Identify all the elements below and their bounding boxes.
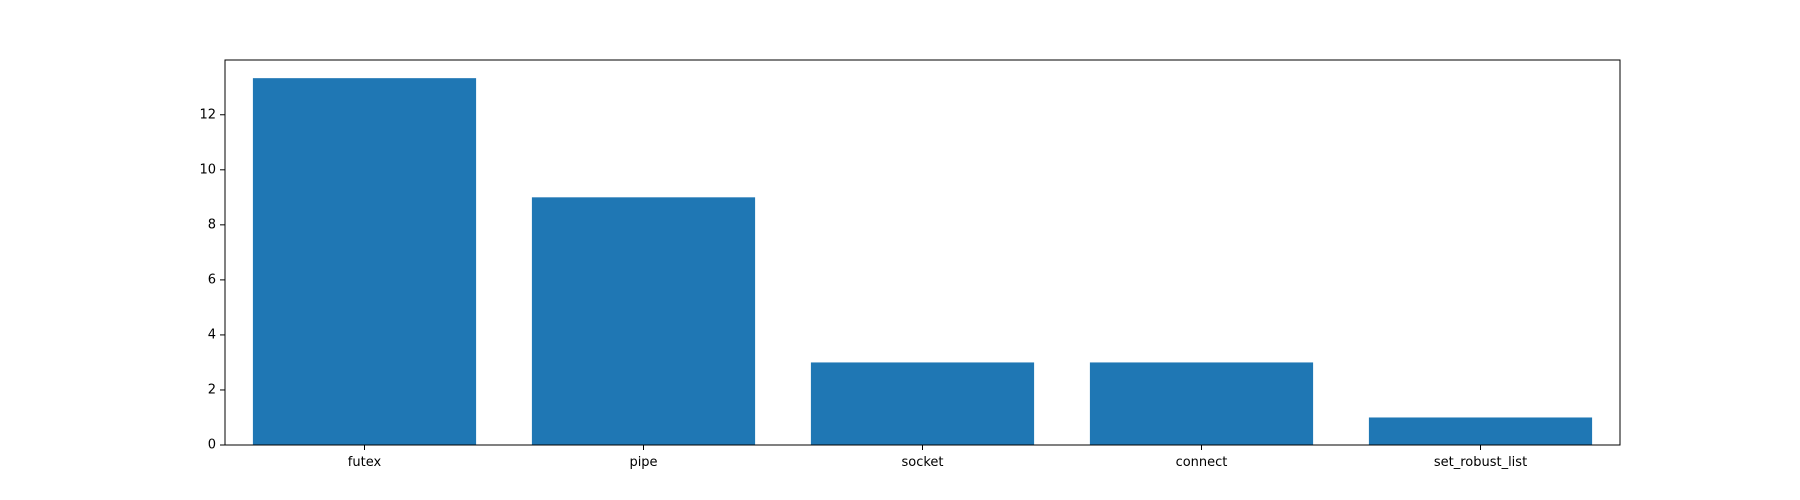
x-tick-label: pipe	[629, 455, 657, 470]
y-tick-label: 2	[208, 382, 216, 397]
x-tick-label: futex	[348, 455, 382, 470]
x-tick-label: connect	[1176, 455, 1228, 470]
bar-futex	[252, 78, 477, 446]
y-tick-label: 4	[208, 327, 216, 342]
x-axis-ticks: futex pipe socket connect set_robust_list	[348, 445, 1527, 470]
bar-pipe	[531, 197, 756, 445]
plot-frame	[224, 59, 1621, 446]
y-tick-label: 6	[208, 272, 216, 287]
y-tick-label: 10	[199, 162, 216, 177]
bar-socket	[810, 362, 1035, 445]
y-axis-ticks: 0 2 4 6 8 10 12	[199, 107, 225, 453]
x-tick-label: set_robust_list	[1434, 455, 1527, 470]
y-tick-label: 8	[208, 217, 216, 232]
y-tick-label: 0	[208, 438, 216, 453]
x-tick-label: socket	[901, 455, 943, 470]
bar-set-robust-list	[1368, 417, 1593, 445]
bars-group	[252, 78, 1593, 446]
y-tick-label: 12	[199, 107, 216, 122]
bar-connect	[1089, 362, 1314, 445]
